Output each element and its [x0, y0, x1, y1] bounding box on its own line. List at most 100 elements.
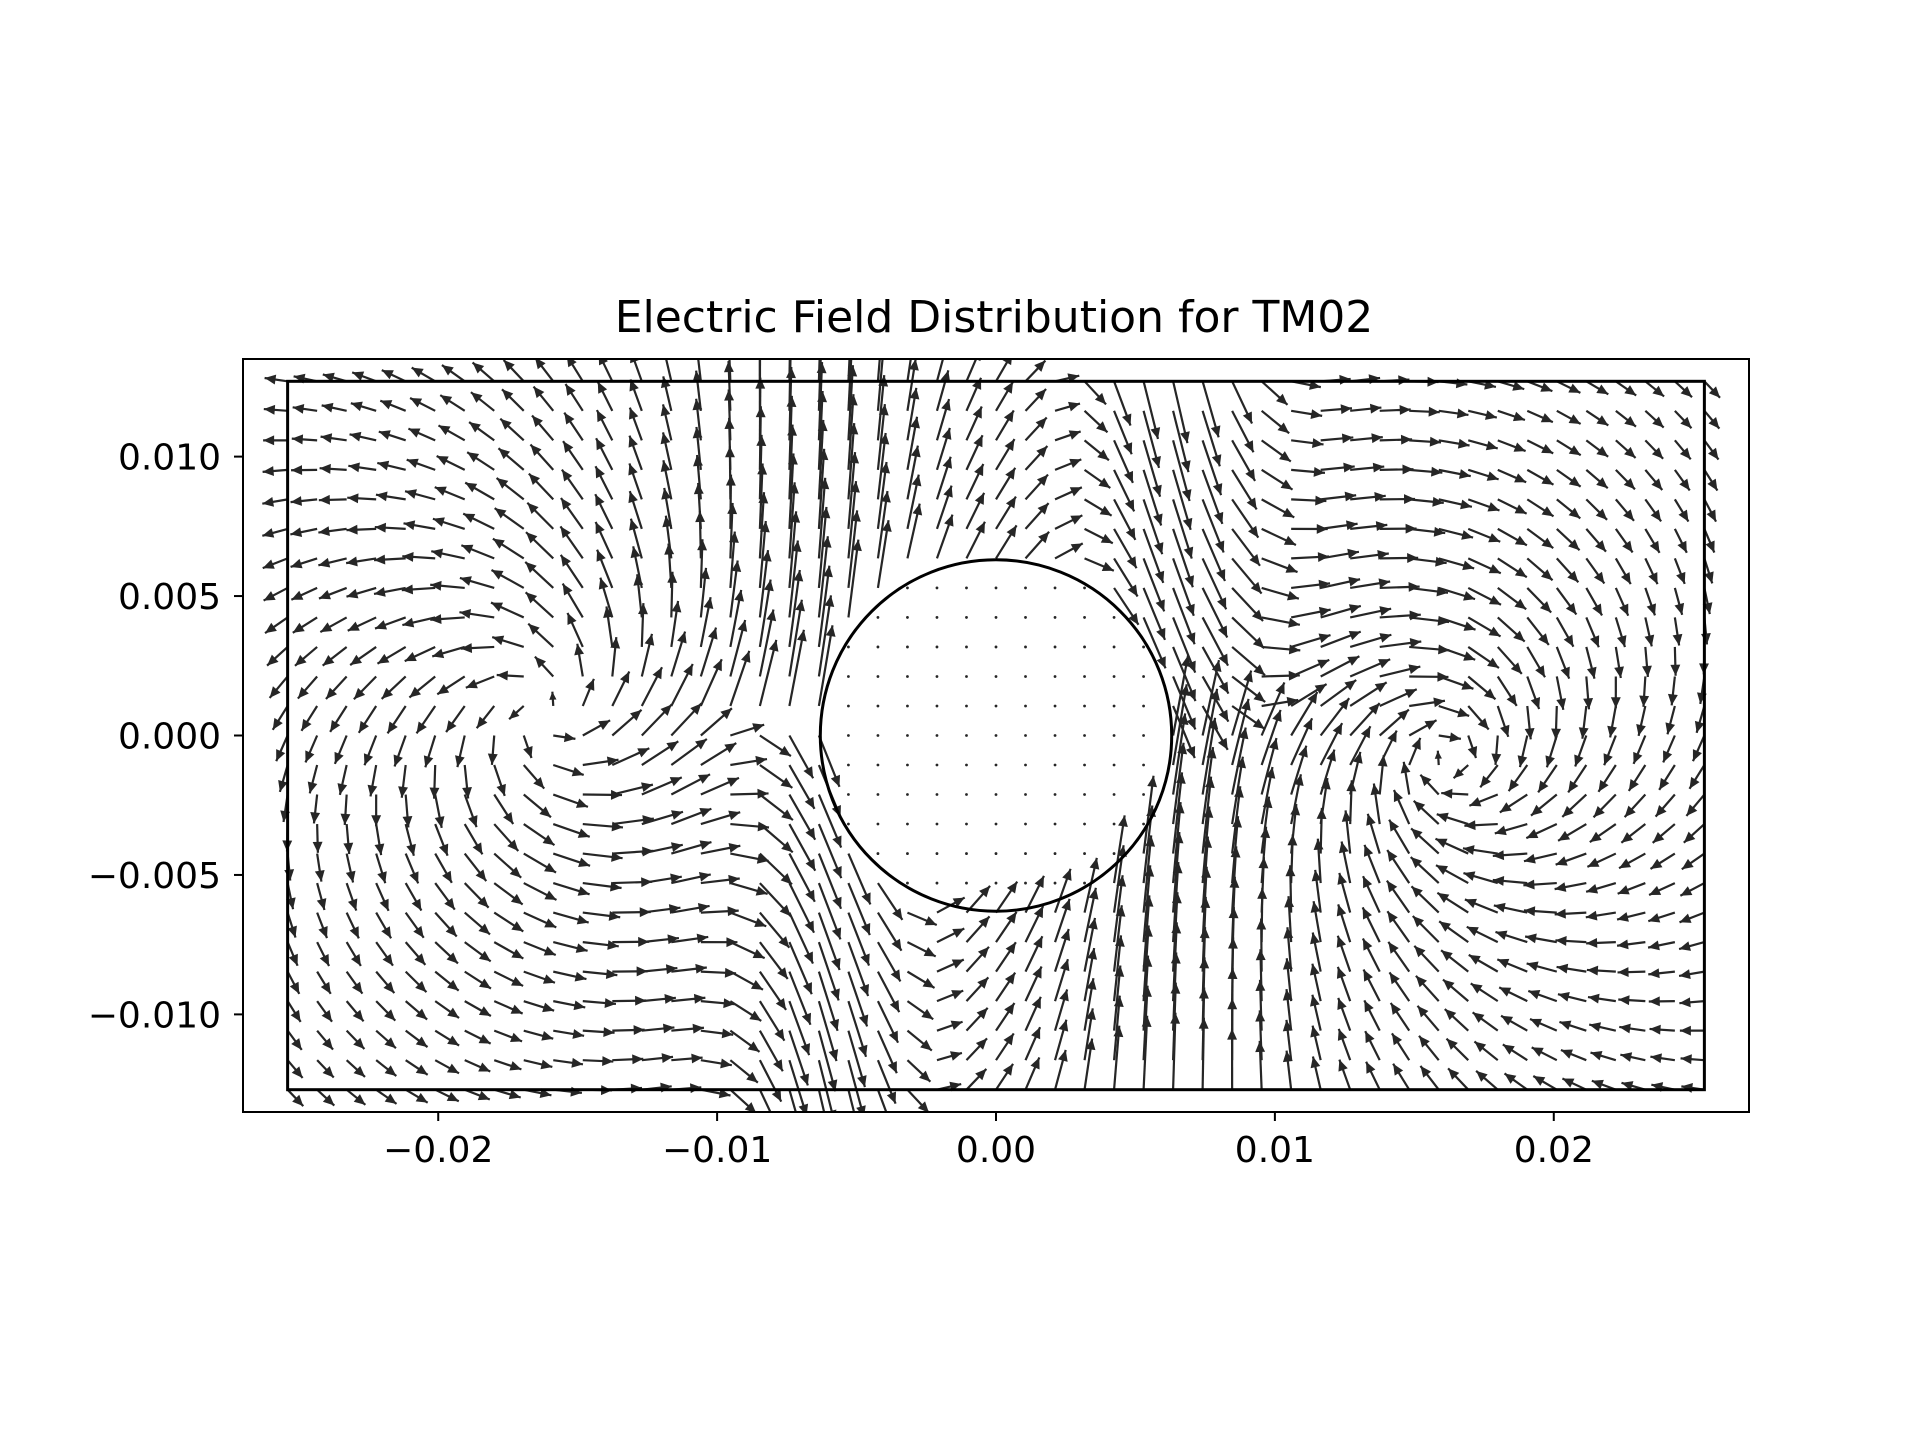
field-arrow — [906, 763, 909, 767]
field-arrow — [552, 852, 591, 868]
field-arrow — [876, 763, 880, 767]
field-arrow — [1349, 633, 1392, 649]
field-arrow — [404, 1000, 428, 1021]
field-arrow — [1349, 681, 1388, 707]
field-arrow — [1672, 617, 1683, 646]
field-arrow — [612, 995, 647, 1006]
field-arrow — [582, 1056, 614, 1066]
field-arrow — [1555, 587, 1578, 616]
field-arrow — [1024, 530, 1050, 560]
field-arrow — [876, 1059, 897, 1105]
field-arrow — [906, 503, 923, 559]
field-arrow — [1497, 557, 1528, 579]
field-arrow — [876, 852, 880, 855]
field-arrow — [994, 734, 998, 737]
field-arrow — [1674, 410, 1693, 429]
field-arrow — [730, 852, 769, 864]
field-arrow — [1685, 793, 1706, 817]
field-arrow — [464, 1059, 491, 1073]
field-arrow — [612, 1054, 644, 1065]
field-arrow — [345, 556, 377, 567]
field-arrow — [1627, 764, 1647, 792]
field-arrow — [1113, 557, 1139, 598]
field-arrow — [1592, 793, 1617, 819]
field-arrow — [995, 1032, 1015, 1061]
field-arrow — [1524, 933, 1557, 944]
field-arrow — [788, 793, 817, 841]
field-arrow — [935, 734, 939, 737]
field-arrow — [994, 763, 998, 767]
field-arrow — [316, 1029, 334, 1051]
field-arrow — [1681, 852, 1706, 871]
field-arrow — [727, 502, 738, 559]
field-arrow — [1526, 676, 1541, 710]
field-arrow — [1496, 646, 1523, 675]
field-arrow — [375, 1029, 397, 1050]
field-arrow — [1142, 704, 1145, 708]
field-arrow — [1409, 697, 1446, 708]
field-arrow — [1648, 968, 1675, 979]
field-arrow — [1054, 542, 1084, 560]
field-arrow — [906, 616, 909, 619]
field-arrow — [817, 941, 840, 1001]
field-arrow — [1413, 945, 1440, 973]
field-arrow — [1438, 616, 1476, 631]
field-arrow — [876, 1000, 900, 1044]
field-arrow — [847, 645, 850, 649]
field-arrow — [1673, 558, 1686, 585]
field-arrow — [1142, 645, 1145, 649]
field-arrow — [1681, 1083, 1705, 1093]
field-arrow — [965, 704, 968, 708]
field-arrow — [1651, 823, 1676, 844]
field-arrow — [1440, 949, 1469, 973]
field-arrow — [401, 584, 436, 595]
field-arrow — [312, 824, 323, 853]
field-arrow — [628, 435, 643, 471]
field-arrow — [407, 427, 436, 442]
field-arrow — [404, 941, 427, 966]
field-arrow — [1585, 646, 1597, 679]
field-arrow — [906, 586, 909, 590]
field-arrow — [1409, 615, 1450, 626]
field-arrow — [1444, 1008, 1469, 1032]
field-arrow — [1024, 445, 1049, 471]
field-arrow — [493, 941, 524, 960]
field-arrow — [670, 702, 703, 737]
field-arrow — [1201, 528, 1226, 582]
field-arrow — [497, 447, 525, 471]
field-arrow — [1053, 763, 1057, 767]
field-arrow — [1649, 1024, 1675, 1035]
field-arrow — [1703, 498, 1718, 523]
field-arrow — [817, 1000, 839, 1062]
field-arrow — [876, 616, 880, 619]
field-arrow — [1700, 617, 1711, 645]
field-arrow — [671, 1053, 703, 1064]
field-arrow — [1201, 410, 1222, 467]
field-arrow — [523, 1029, 554, 1041]
field-arrow — [670, 600, 682, 648]
field-arrow — [561, 468, 584, 501]
field-arrow — [1201, 469, 1224, 525]
field-arrow — [1662, 735, 1676, 763]
field-arrow — [1319, 749, 1336, 795]
field-arrow — [1290, 683, 1328, 707]
field-arrow — [700, 707, 733, 737]
field-arrow — [286, 941, 299, 967]
field-arrow — [1618, 852, 1646, 870]
field-arrow — [345, 941, 362, 967]
field-arrow — [1586, 852, 1617, 868]
field-arrow — [1379, 434, 1413, 445]
waveguide-boundary — [286, 379, 1706, 1092]
field-arrow — [629, 518, 643, 559]
field-arrow — [286, 1059, 304, 1079]
field-arrow — [1024, 1026, 1042, 1061]
field-arrow — [1618, 995, 1646, 1006]
field-arrow — [1338, 841, 1352, 884]
field-arrow — [671, 963, 707, 974]
field-arrow — [345, 882, 358, 911]
field-arrow — [1320, 404, 1353, 415]
field-arrow — [1435, 864, 1469, 885]
field-arrow — [598, 577, 614, 618]
field-arrow — [1412, 800, 1440, 825]
field-arrow — [316, 882, 327, 911]
